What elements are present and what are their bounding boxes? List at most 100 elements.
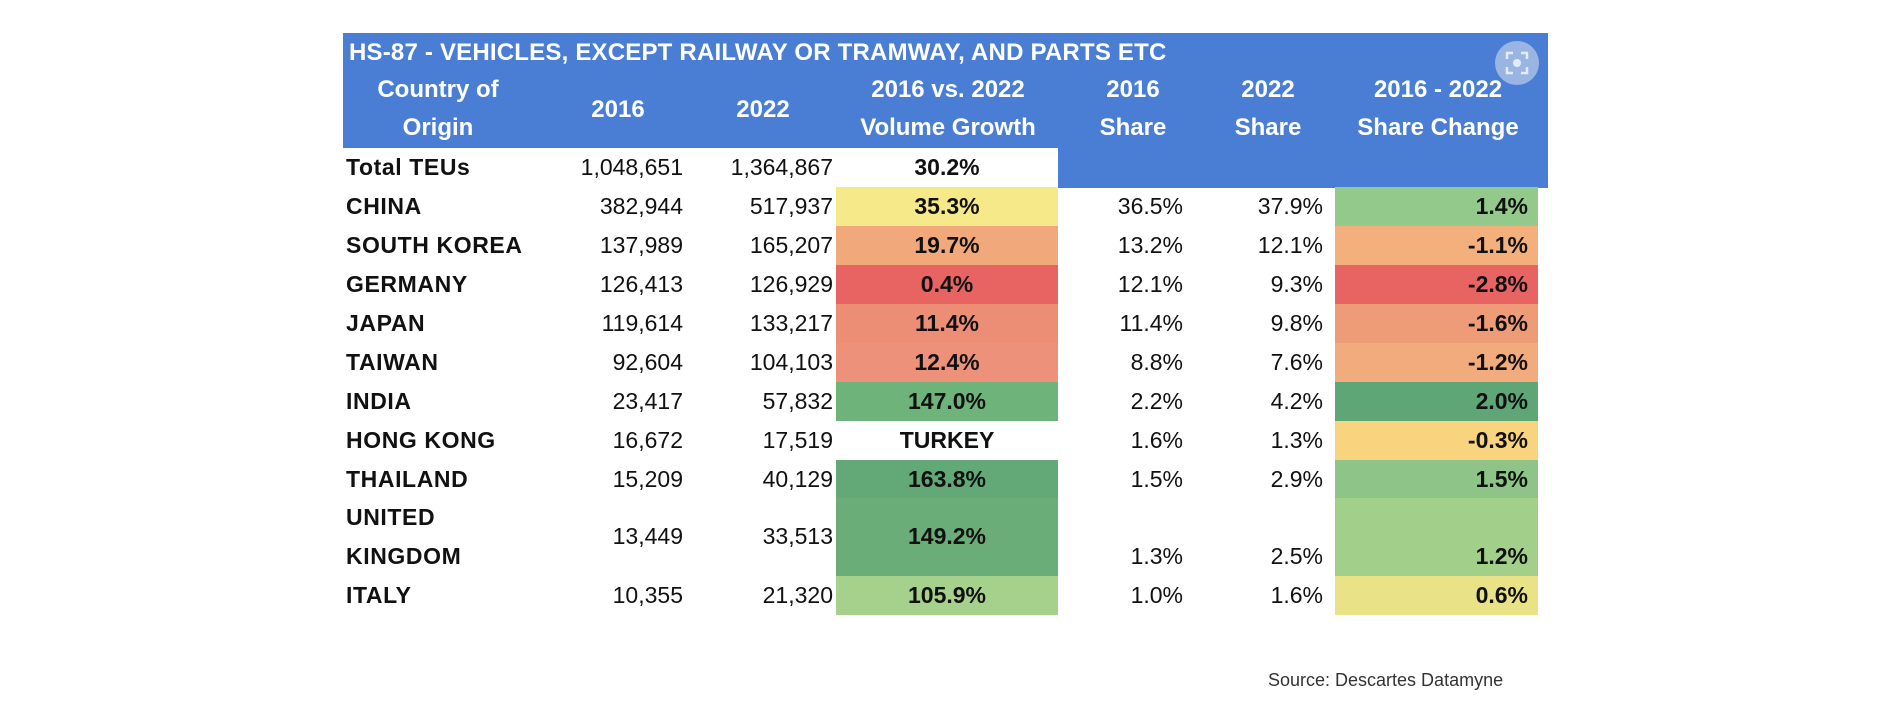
header-country: Country of Origin [343,71,533,147]
header-share-change: 2016 - 2022 Share Change [1333,71,1543,147]
italy-2016: 10,355 [612,582,683,608]
italy-share-2016: 1.0% [1130,582,1183,608]
value-2016: 119,614 [601,310,683,336]
share-2022: 2.9% [1270,466,1323,492]
value-2016: 382,944 [599,193,683,219]
share-2016: 13.2% [1117,232,1183,258]
share-2022: 37.9% [1257,193,1323,219]
header-share2022-line1: 2022 [1241,76,1295,103]
header-share-2016: 2016 Share [1068,71,1198,147]
value-2022: 57,832 [762,388,833,414]
uk-growth-cell [836,498,1058,576]
uk-name-line2: KINGDOM [346,543,462,569]
value-2022: 133,217 [749,310,833,336]
header-change-line2: Share Change [1357,114,1519,141]
share-2016: 2.2% [1130,388,1183,414]
italy-growth: 105.9% [836,576,1058,615]
header-volume-growth: 2016 vs. 2022 Volume Growth [828,71,1068,147]
total-row-background [343,148,1058,188]
share-2016: 36.5% [1117,193,1183,219]
table-row-italy: ITALY 10,355 21,320 105.9% 1.0% 1.6% 0.6… [343,576,1548,615]
share-2016: 11.4% [1119,310,1183,336]
table-row: GERMANY 126,413 126,929 0.4% 12.1% 9.3% -2.8% [343,265,1548,304]
share-2022: 12.1% [1257,232,1323,258]
volume-growth: 19.7% [836,226,1058,265]
share-change: -2.8% [1335,265,1538,304]
share-2022: 9.8% [1270,310,1323,336]
table-row: TAIWAN 92,604 104,103 12.4% 8.8% 7.6% -1.2% [343,343,1548,382]
header-growth-line2: Volume Growth [860,114,1036,141]
country-name: SOUTH KOREA [346,232,523,258]
header-2022: 2022 [736,96,790,123]
italy-2022: 21,320 [762,582,833,608]
total-2016: 1,048,651 [580,154,683,180]
table-row: JAPAN 119,614 133,217 11.4% 11.4% 9.8% -1.6% [343,304,1548,343]
value-2016: 16,672 [612,427,683,453]
value-2022: 126,929 [749,271,833,297]
value-2022: 165,207 [749,232,833,258]
share-change: -1.6% [1335,304,1538,343]
zoom-fullscreen-icon[interactable] [1495,41,1539,85]
volume-growth: 0.4% [836,265,1058,304]
italy-name: ITALY [346,582,412,608]
uk-share-change: 1.2% [1475,543,1528,569]
header-change-line1: 2016 - 2022 [1373,76,1503,103]
table-row: THAILAND 15,209 40,129 163.8% 1.5% 2.9% 1.5% [343,460,1548,499]
header-country-line2: Origin [402,114,474,141]
italy-share-change: 0.6% [1335,576,1538,615]
table-row: SOUTH KOREA 137,989 165,207 19.7% 13.2% 12.1%… [343,226,1548,265]
uk-share-2022: 2.5% [1270,543,1323,569]
value-2016: 92,604 [612,349,683,375]
share-change: -1.2% [1335,343,1538,382]
table-row: INDIA 23,417 57,832 147.0% 2.2% 4.2% 2.0% [343,382,1548,421]
value-2016: 126,413 [599,271,683,297]
total-2022: 1,364,867 [730,154,833,180]
share-change: 1.5% [1335,460,1538,499]
uk-change-cell [1335,498,1538,576]
volume-growth: TURKEY [836,421,1058,460]
share-2022: 7.6% [1270,349,1323,375]
value-2022: 40,129 [762,466,833,492]
share-change: -1.1% [1335,226,1538,265]
country-name: TAIWAN [346,349,439,375]
value-2016: 137,989 [599,232,683,258]
table-row: HONG KONG 16,672 17,519 TURKEY 1.6% 1.3% -0.3% [343,421,1548,460]
share-change: -0.3% [1335,421,1538,460]
value-2016: 15,209 [612,466,683,492]
table-row: CHINA 382,944 517,937 35.3% 36.5% 37.9% 1.4% [343,187,1548,226]
italy-share-2022: 1.6% [1270,582,1323,608]
share-2022: 4.2% [1270,388,1323,414]
share-2016: 1.5% [1130,466,1183,492]
volume-growth: 12.4% [836,343,1058,382]
volume-growth: 147.0% [836,382,1058,421]
country-name: GERMANY [346,271,468,297]
value-2022: 17,519 [762,427,833,453]
share-change: 1.4% [1335,187,1538,226]
uk-2016: 13,449 [612,523,683,549]
uk-2022: 33,513 [762,523,833,549]
header-country-line1: Country of [377,76,499,103]
table-title: HS-87 - VEHICLES, EXCEPT RAILWAY OR TRAM… [349,39,1167,66]
share-2016: 8.8% [1130,349,1183,375]
uk-name-line1: UNITED [346,504,436,530]
value-2022: 517,937 [749,193,833,219]
share-2022: 9.3% [1270,271,1323,297]
header-2016: 2016 [591,96,645,123]
value-2016: 23,417 [612,388,683,414]
header-share2016-line2: Share [1099,114,1167,141]
share-2022: 1.3% [1270,427,1323,453]
uk-share-2016: 1.3% [1130,543,1183,569]
header-share2016-line1: 2016 [1106,76,1160,103]
country-name: JAPAN [346,310,426,336]
share-2016: 12.1% [1117,271,1183,297]
volume-growth: 163.8% [836,460,1058,499]
volume-growth: 35.3% [836,187,1058,226]
country-name: THAILAND [346,466,469,492]
volume-growth: 11.4% [836,304,1058,343]
country-name: HONG KONG [346,427,496,453]
total-label: Total TEUs [346,154,471,180]
total-growth: 30.2% [914,154,980,180]
header-growth-line1: 2016 vs. 2022 [871,76,1025,103]
header-share2022-line2: Share [1234,114,1302,141]
total-row: Total TEUs 1,048,651 1,364,867 30.2% [343,148,1548,187]
